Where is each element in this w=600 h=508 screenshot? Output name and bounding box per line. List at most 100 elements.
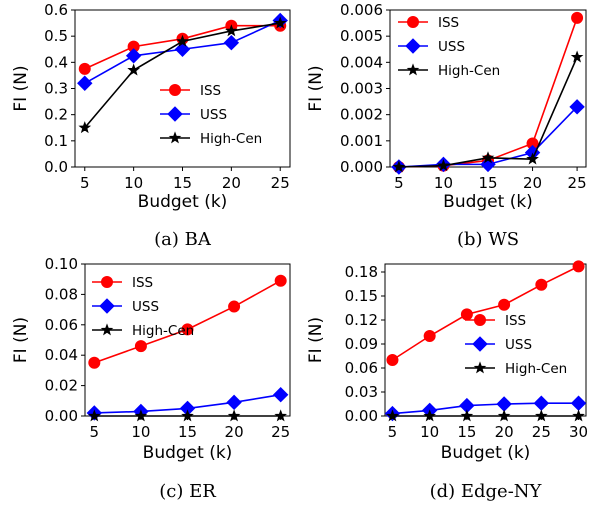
series-uss bbox=[384, 395, 587, 422]
x-axis-label: Budget (k) bbox=[138, 192, 228, 212]
legend-marker bbox=[405, 38, 421, 54]
y-tick-label: 0.006 bbox=[340, 1, 383, 19]
y-tick-label: 0.15 bbox=[345, 287, 378, 305]
data-point bbox=[134, 340, 147, 353]
chart-panel-3: 0.00 0.02 0.04 0.06 0.08 0.10 5 10 15 20 25 Budget … bbox=[11, 255, 291, 502]
data-point bbox=[423, 330, 436, 342]
y-tick-label: 0.2 bbox=[44, 106, 68, 124]
data-point bbox=[571, 11, 584, 24]
series-line bbox=[392, 402, 579, 415]
y-tick-label: 0.001 bbox=[340, 132, 383, 150]
y-tick-label: 0.0 bbox=[44, 158, 68, 176]
legend-label: High-Cen bbox=[200, 131, 262, 147]
series-high-cen bbox=[386, 409, 585, 422]
y-tick-label: 0.08 bbox=[45, 285, 78, 303]
series-iss bbox=[386, 260, 585, 366]
y-tick-label: 0.005 bbox=[340, 27, 383, 45]
panel-caption: (d) Edge-NY bbox=[430, 481, 543, 502]
legend-label: USS bbox=[505, 337, 532, 353]
x-axis-label: Budget (k) bbox=[143, 443, 233, 463]
y-tick-label: 0.00 bbox=[345, 407, 378, 425]
y-tick-label: 0.04 bbox=[45, 346, 78, 364]
legend-marker bbox=[167, 106, 183, 122]
y-tick-label: 0.6 bbox=[44, 1, 68, 19]
legend-label: USS bbox=[132, 299, 159, 315]
x-tick-label: 5 bbox=[80, 174, 90, 192]
x-tick-label: 10 bbox=[131, 423, 150, 441]
x-tick-label: 10 bbox=[420, 423, 439, 441]
data-point bbox=[481, 151, 495, 164]
data-point bbox=[535, 278, 548, 291]
y-axis-label: FI (N) bbox=[306, 317, 326, 363]
data-point bbox=[78, 62, 91, 75]
data-point bbox=[225, 24, 238, 37]
plot-frame bbox=[84, 263, 291, 417]
legend-marker bbox=[407, 16, 419, 28]
x-tick-label: 5 bbox=[90, 423, 100, 441]
y-tick-label: 0.06 bbox=[345, 359, 378, 377]
data-point bbox=[572, 260, 585, 273]
y-tick-label: 0.1 bbox=[44, 132, 68, 150]
data-point bbox=[273, 16, 287, 29]
series-iss bbox=[392, 11, 584, 173]
x-tick-label: 15 bbox=[478, 174, 497, 192]
data-point bbox=[274, 409, 288, 422]
series-high-cen bbox=[392, 50, 584, 173]
series-line bbox=[398, 17, 578, 168]
data-point bbox=[125, 48, 142, 64]
y-tick-label: 0.12 bbox=[345, 311, 378, 329]
data-point bbox=[176, 34, 189, 47]
x-tick-label: 25 bbox=[532, 423, 551, 441]
data-point bbox=[497, 409, 511, 422]
data-point bbox=[533, 395, 550, 411]
data-point bbox=[437, 159, 450, 172]
data-point bbox=[569, 99, 585, 115]
legend-marker bbox=[99, 298, 115, 314]
legend: ISS USS High-Cen bbox=[398, 15, 500, 79]
x-tick-label: 10 bbox=[434, 174, 453, 192]
x-tick-label: 20 bbox=[523, 174, 542, 192]
panel-caption: (b) WS bbox=[457, 229, 519, 250]
data-point bbox=[498, 298, 511, 311]
x-tick-label: 15 bbox=[173, 174, 192, 192]
data-point bbox=[127, 63, 140, 76]
legend-label: USS bbox=[438, 39, 465, 55]
x-axis-label: Budget (k) bbox=[443, 192, 533, 212]
x-tick-label: 25 bbox=[568, 174, 587, 192]
y-tick-label: 0.02 bbox=[45, 377, 78, 395]
x-tick-label: 5 bbox=[388, 423, 398, 441]
data-point bbox=[386, 409, 399, 422]
data-point bbox=[181, 409, 194, 422]
y-tick-label: 0.06 bbox=[45, 316, 78, 334]
legend: ISS USS High-Cen bbox=[160, 83, 262, 147]
legend-label: ISS bbox=[505, 313, 526, 329]
x-tick-label: 5 bbox=[394, 174, 404, 192]
chart-panel-1: 0.0 0.1 0.2 0.3 0.4 0.5 0.6 5 10 15 20 25 Budget (k)… bbox=[11, 1, 291, 250]
panel-caption: (c) ER bbox=[159, 481, 216, 502]
data-point bbox=[87, 409, 101, 422]
y-tick-label: 0.3 bbox=[44, 80, 68, 98]
x-tick-label: 25 bbox=[271, 174, 290, 192]
y-tick-label: 0.003 bbox=[340, 80, 383, 98]
data-point bbox=[496, 396, 512, 412]
data-point bbox=[535, 409, 548, 422]
data-point bbox=[78, 121, 92, 134]
y-axis-label: FI (N) bbox=[11, 317, 31, 363]
series-line bbox=[392, 265, 579, 361]
x-tick-label: 30 bbox=[569, 423, 588, 441]
legend-marker bbox=[474, 314, 486, 326]
x-tick-label: 15 bbox=[178, 423, 197, 441]
data-point bbox=[77, 75, 93, 91]
x-tick-label: 25 bbox=[271, 423, 290, 441]
chart-panel-2: 0.000 0.001 0.002 0.003 0.004 0.005 0.006 5 10 15… bbox=[306, 1, 587, 250]
data-point bbox=[480, 156, 496, 173]
legend-label: ISS bbox=[200, 83, 221, 99]
data-point bbox=[572, 409, 585, 422]
data-point bbox=[392, 160, 406, 173]
legend-label: ISS bbox=[438, 15, 459, 31]
legend-label: High-Cen bbox=[505, 361, 567, 377]
y-tick-label: 0.00 bbox=[45, 407, 78, 425]
legend-label: High-Cen bbox=[438, 63, 500, 79]
chart-panel-4: 0.00 0.03 0.06 0.09 0.12 0.15 0.18 5 10 15 20 25 30 B… bbox=[306, 260, 588, 502]
